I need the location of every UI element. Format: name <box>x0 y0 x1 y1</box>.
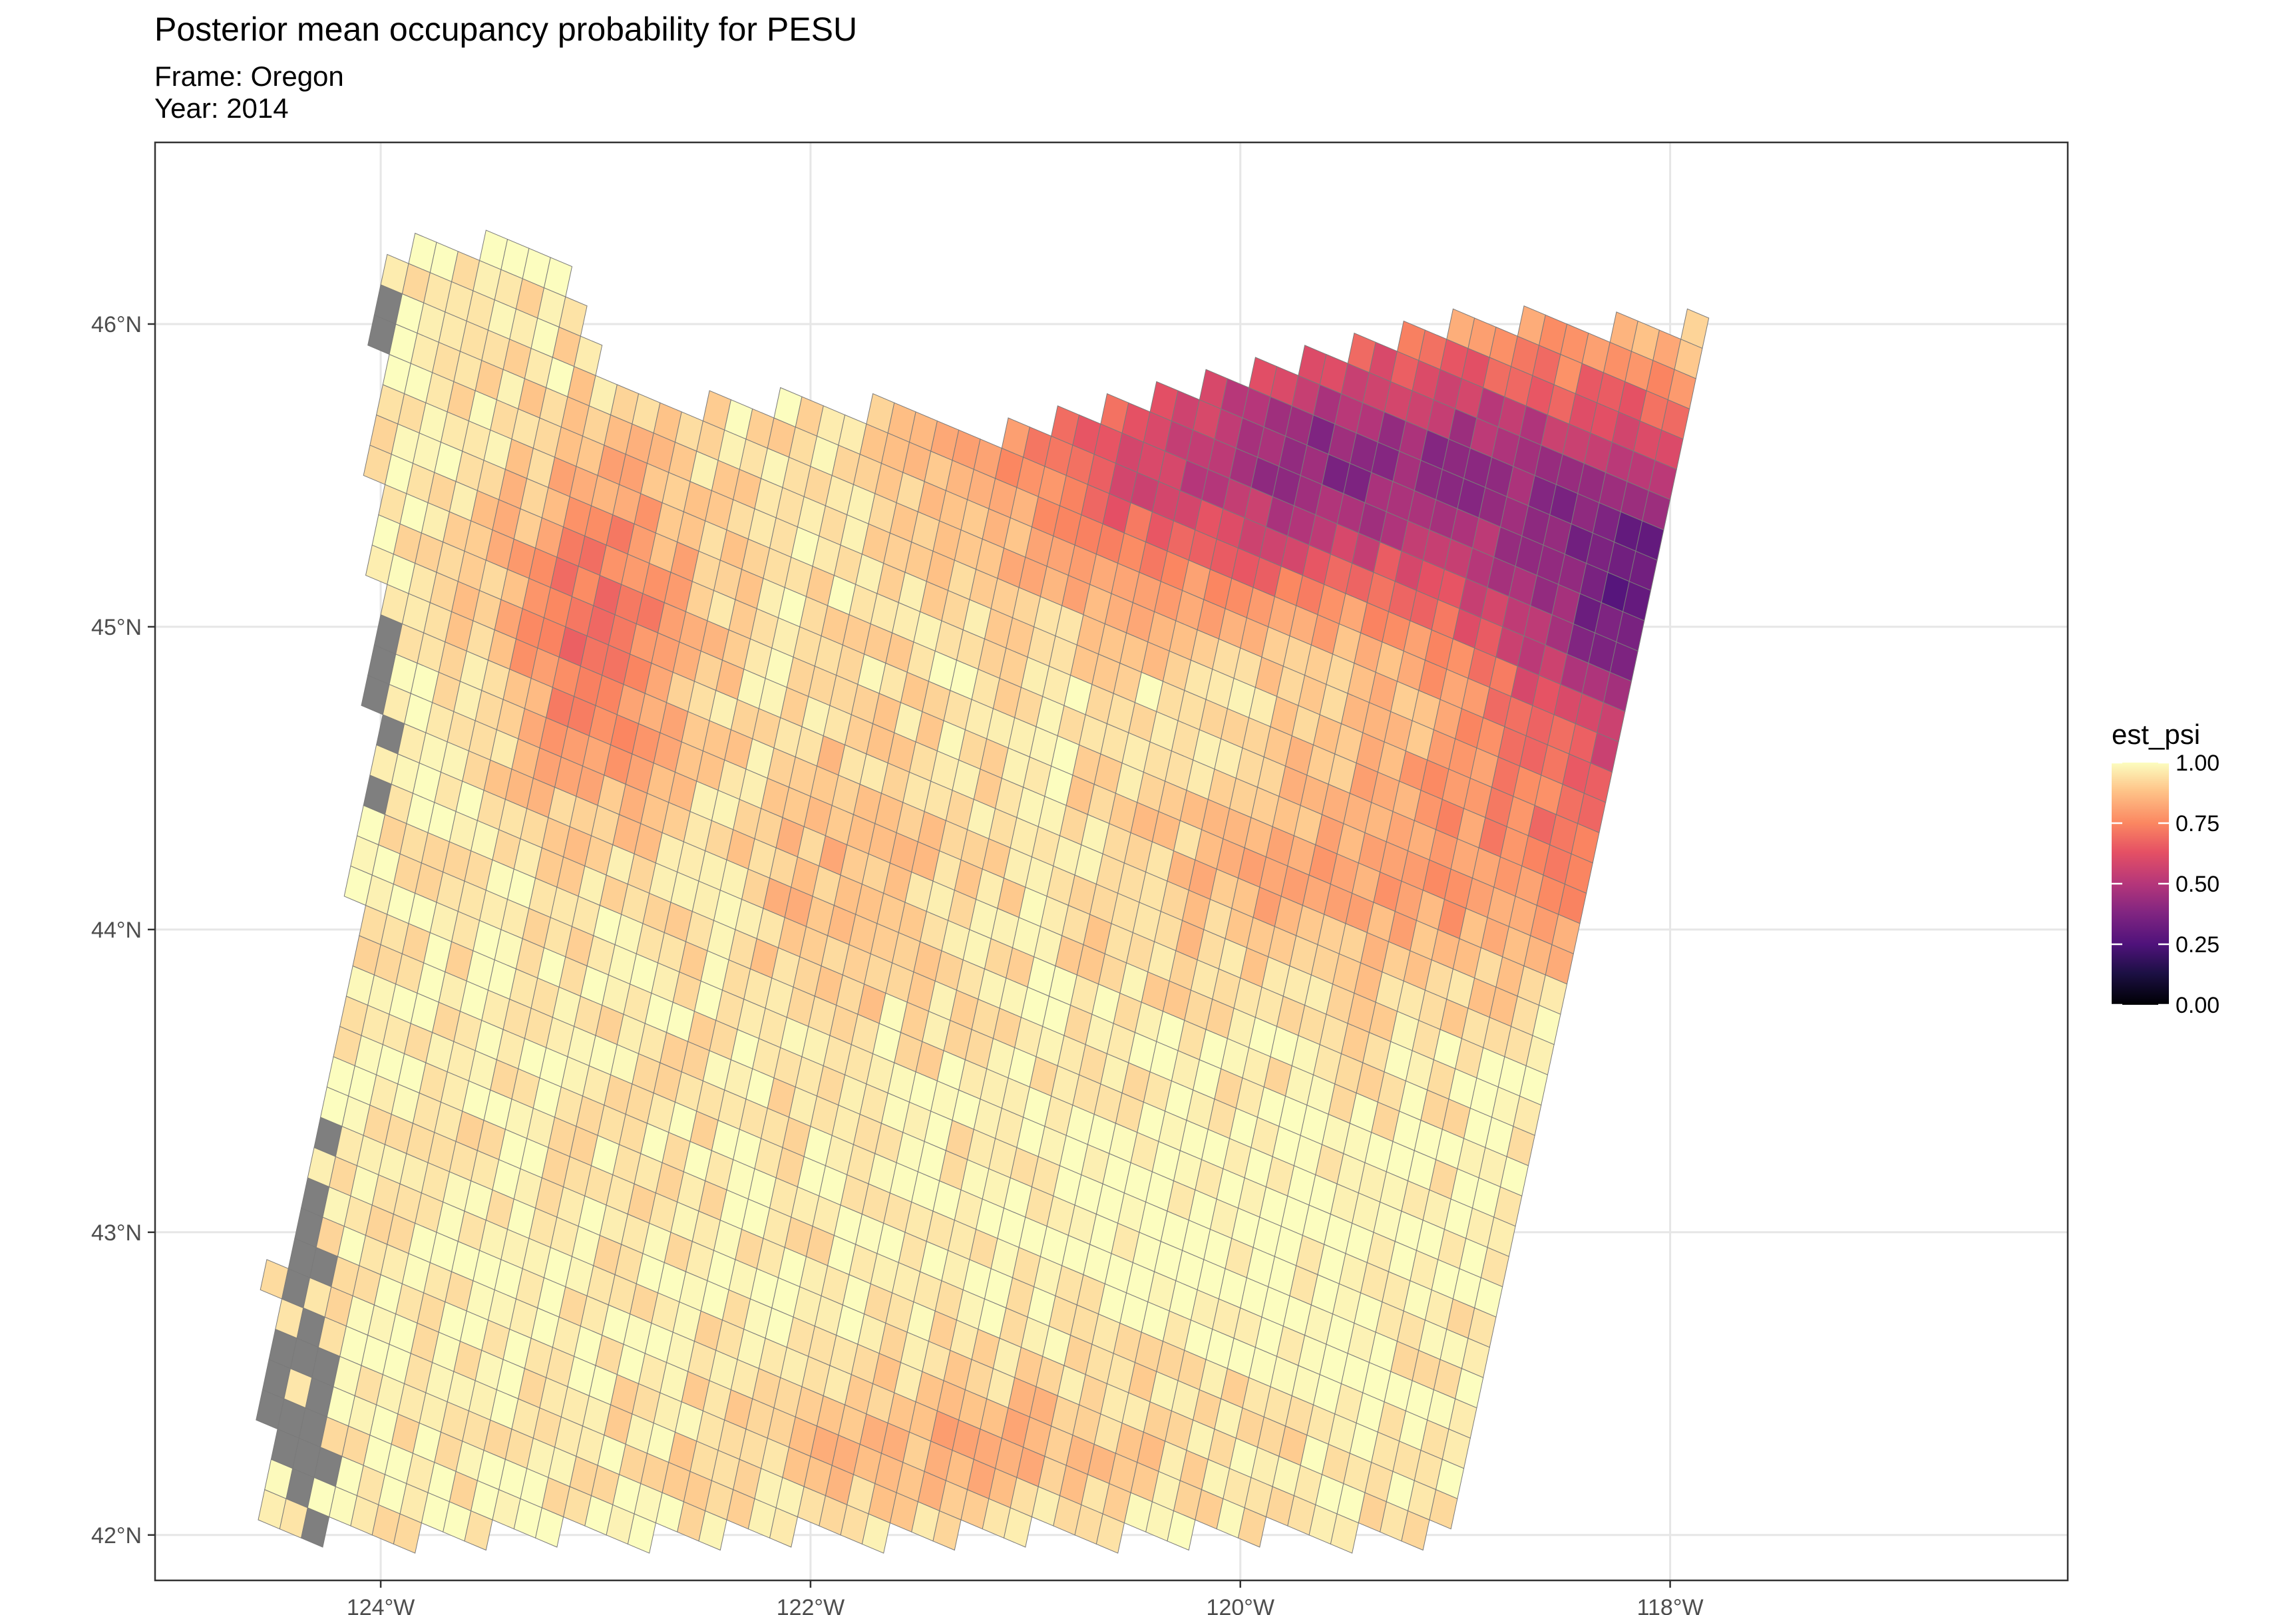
legend-tick-label: 0.00 <box>2176 993 2219 1018</box>
color-legend: est_psi 0.00 0.25 0.50 0.75 1.00 <box>2112 719 2219 1018</box>
x-tick-label: 120°W <box>1207 1595 1274 1615</box>
grid-cell <box>1680 308 1710 349</box>
map-title: Posterior mean occupancy probability for… <box>154 11 858 48</box>
y-tick-label: 46°N <box>91 312 142 337</box>
y-tick-label: 44°N <box>91 918 142 943</box>
x-tick-label: 122°W <box>777 1595 845 1615</box>
y-tick-label: 43°N <box>91 1220 142 1246</box>
legend-tick-label: 1.00 <box>2176 751 2219 776</box>
grid-cell <box>558 296 588 337</box>
map-subtitle-frame: Frame: Oregon <box>154 61 344 92</box>
panel-border <box>154 141 2069 1582</box>
x-tick-label: 118°W <box>1637 1595 1704 1615</box>
legend-title: est_psi <box>2112 719 2200 750</box>
grid-cell <box>543 257 573 297</box>
legend-tick-label: 0.25 <box>2176 932 2219 958</box>
legend-tick-label: 0.75 <box>2176 811 2219 836</box>
y-axis: 42°N 43°N 44°N 45°N 46°N <box>91 312 155 1548</box>
x-tick-label: 124°W <box>347 1595 415 1615</box>
x-axis: 124°W 122°W 120°W 118°W <box>347 1580 1704 1615</box>
y-tick-label: 42°N <box>91 1523 142 1548</box>
grid-cell <box>574 335 603 376</box>
map-subtitle-year: Year: 2014 <box>154 92 289 124</box>
legend-tick-label: 0.50 <box>2176 872 2219 897</box>
occupancy-raster <box>256 230 1710 1554</box>
y-tick-label: 45°N <box>91 615 142 640</box>
